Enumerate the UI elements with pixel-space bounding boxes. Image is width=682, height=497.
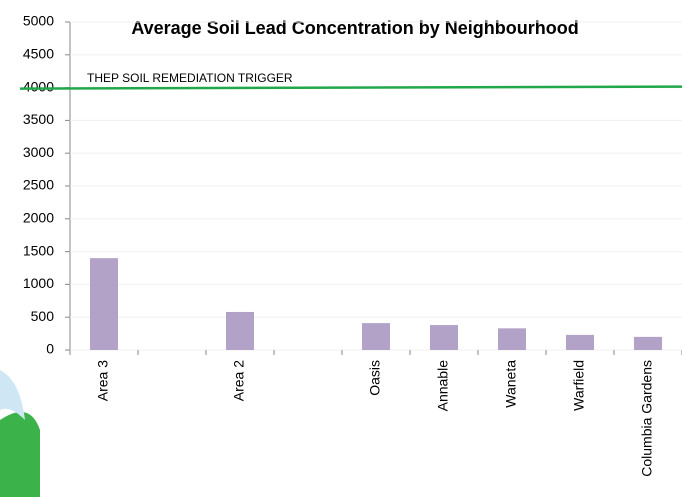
bar [430,325,458,350]
y-tick-label: 4000 [23,78,54,94]
y-tick-label: 0 [46,341,54,357]
x-tick-label: Columbia Gardens [639,360,655,477]
bar [498,328,526,350]
y-tick-label: 1500 [23,242,54,258]
decoration [0,370,25,420]
y-tick-label: 500 [31,308,55,324]
bar [566,334,594,350]
y-tick-label: 2000 [23,210,54,226]
bar [634,336,662,350]
y-tick-label: 4500 [23,46,54,62]
chart-title: Average Soil Lead Concentration by Neigh… [131,18,578,38]
reference-label: THEP SOIL REMEDIATION TRIGGER [87,71,293,85]
y-tick-label: 5000 [23,13,54,29]
reference-line [19,85,682,90]
x-tick-label: Area 2 [231,360,247,401]
bar [362,323,390,350]
y-tick-label: 1000 [23,275,54,291]
x-tick-label: Annable [435,360,451,412]
y-tick-label: 3500 [23,111,54,127]
x-tick-label: Oasis [367,360,383,396]
y-tick-label: 3000 [23,144,54,160]
y-tick-label: 2500 [23,177,54,193]
x-tick-label: Warfield [571,360,587,411]
decoration [0,412,40,497]
bar [226,311,254,350]
x-tick-label: Area 3 [95,360,111,401]
bar [90,258,118,350]
x-tick-label: Waneta [503,360,519,408]
